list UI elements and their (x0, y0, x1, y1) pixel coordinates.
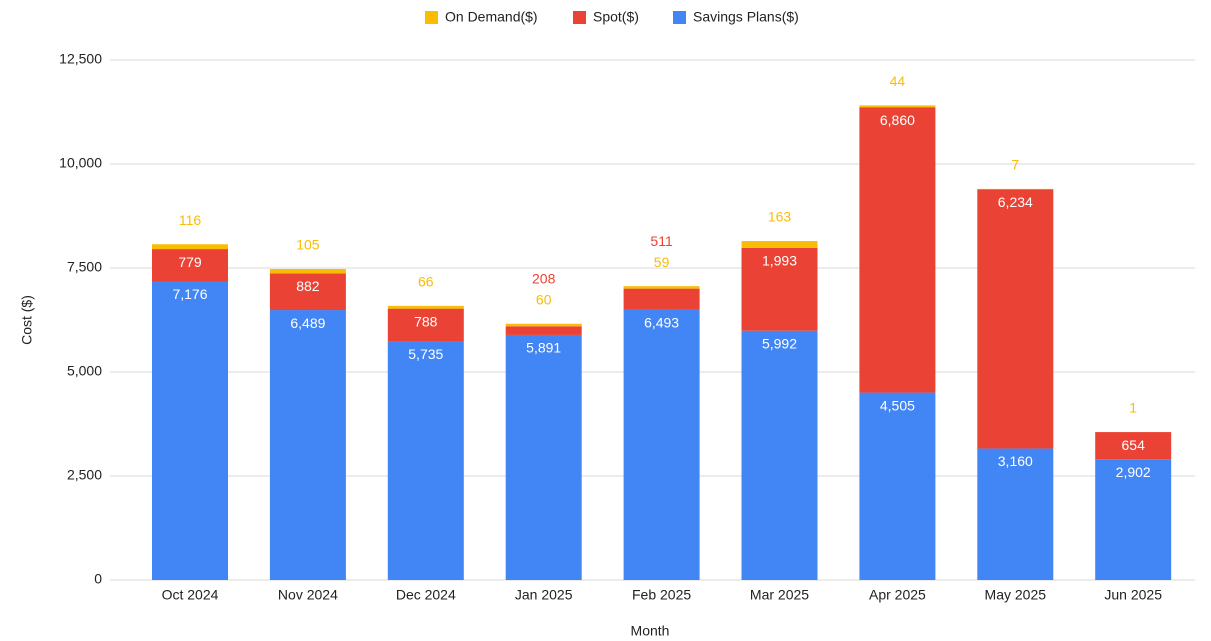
bar-segment (387, 308, 464, 342)
bar-segment (505, 326, 582, 335)
data-label: 7 (1011, 157, 1019, 173)
bar-segment (623, 288, 700, 310)
bar-segment (505, 323, 582, 327)
bar-segment (152, 249, 228, 282)
data-label: 654 (1122, 437, 1146, 453)
x-tick-label: Feb 2025 (632, 587, 691, 603)
x-tick-label: Nov 2024 (278, 587, 338, 603)
data-label: 116 (179, 212, 202, 228)
data-label: 6,493 (644, 315, 679, 331)
bar-segment (152, 244, 228, 250)
data-label: 5,891 (526, 340, 561, 356)
data-label: 60 (536, 291, 552, 307)
legend-label: On Demand($) (445, 9, 538, 25)
legend-label: Spot($) (593, 9, 639, 25)
legend-swatch (573, 11, 586, 24)
bar-segment (741, 241, 818, 248)
bar-segment (1095, 432, 1172, 460)
x-tick-label: Jan 2025 (515, 587, 573, 603)
y-tick-label: 12,500 (59, 51, 102, 67)
bar-segment (269, 310, 346, 580)
bar-segment (859, 107, 936, 393)
y-tick-label: 0 (94, 571, 102, 587)
data-label: 882 (296, 278, 320, 294)
bar-segment (623, 286, 700, 289)
y-tick-label: 2,500 (67, 467, 102, 483)
data-label: 779 (178, 254, 202, 270)
data-label: 4,505 (880, 397, 915, 413)
data-label: 6,489 (290, 315, 325, 331)
data-label: 3,160 (998, 453, 1033, 469)
bar-segment (387, 341, 464, 580)
x-tick-label: Jun 2025 (1104, 587, 1162, 603)
data-label: 163 (768, 209, 792, 225)
data-label: 44 (890, 73, 906, 89)
bar-segment (269, 273, 346, 311)
y-tick-label: 5,000 (67, 363, 102, 379)
data-label: 6,234 (998, 194, 1033, 210)
y-tick-label: 7,500 (67, 259, 102, 275)
data-label: 5,735 (408, 346, 443, 362)
legend-swatch (425, 11, 438, 24)
x-axis-title: Month (631, 623, 670, 639)
x-tick-label: Dec 2024 (396, 587, 456, 603)
data-label: 59 (654, 254, 670, 270)
bar-segment (152, 281, 228, 580)
data-label: 66 (418, 274, 434, 290)
x-tick-label: Apr 2025 (869, 587, 926, 603)
data-label: 5,992 (762, 335, 797, 351)
bar-segment (1095, 459, 1172, 580)
data-label: 105 (296, 237, 320, 253)
x-tick-label: Oct 2024 (162, 587, 219, 603)
y-axis-title: Cost ($) (19, 295, 35, 345)
data-label: 2,902 (1116, 464, 1151, 480)
x-tick-label: May 2025 (985, 587, 1047, 603)
bar-segment (269, 268, 346, 274)
bar-segment (977, 448, 1054, 580)
legend-swatch (673, 11, 686, 24)
bar-segment (741, 330, 818, 580)
data-label: 7,176 (172, 286, 207, 302)
data-label: 6,860 (880, 112, 915, 128)
bar-segment (977, 189, 1054, 449)
data-label: 1,993 (762, 253, 797, 269)
y-tick-label: 10,000 (59, 155, 102, 171)
bar-segment (859, 105, 936, 108)
data-label: 208 (532, 270, 556, 286)
x-tick-label: Mar 2025 (750, 587, 809, 603)
data-label: 788 (414, 313, 438, 329)
bar-segment (623, 309, 700, 580)
bar-segment (859, 392, 936, 580)
bar-segment (505, 334, 582, 580)
data-label: 511 (650, 233, 673, 249)
legend-label: Savings Plans($) (693, 9, 799, 25)
data-label: 1 (1129, 400, 1137, 416)
bar-segment (741, 247, 818, 331)
bar-segment (387, 305, 464, 309)
